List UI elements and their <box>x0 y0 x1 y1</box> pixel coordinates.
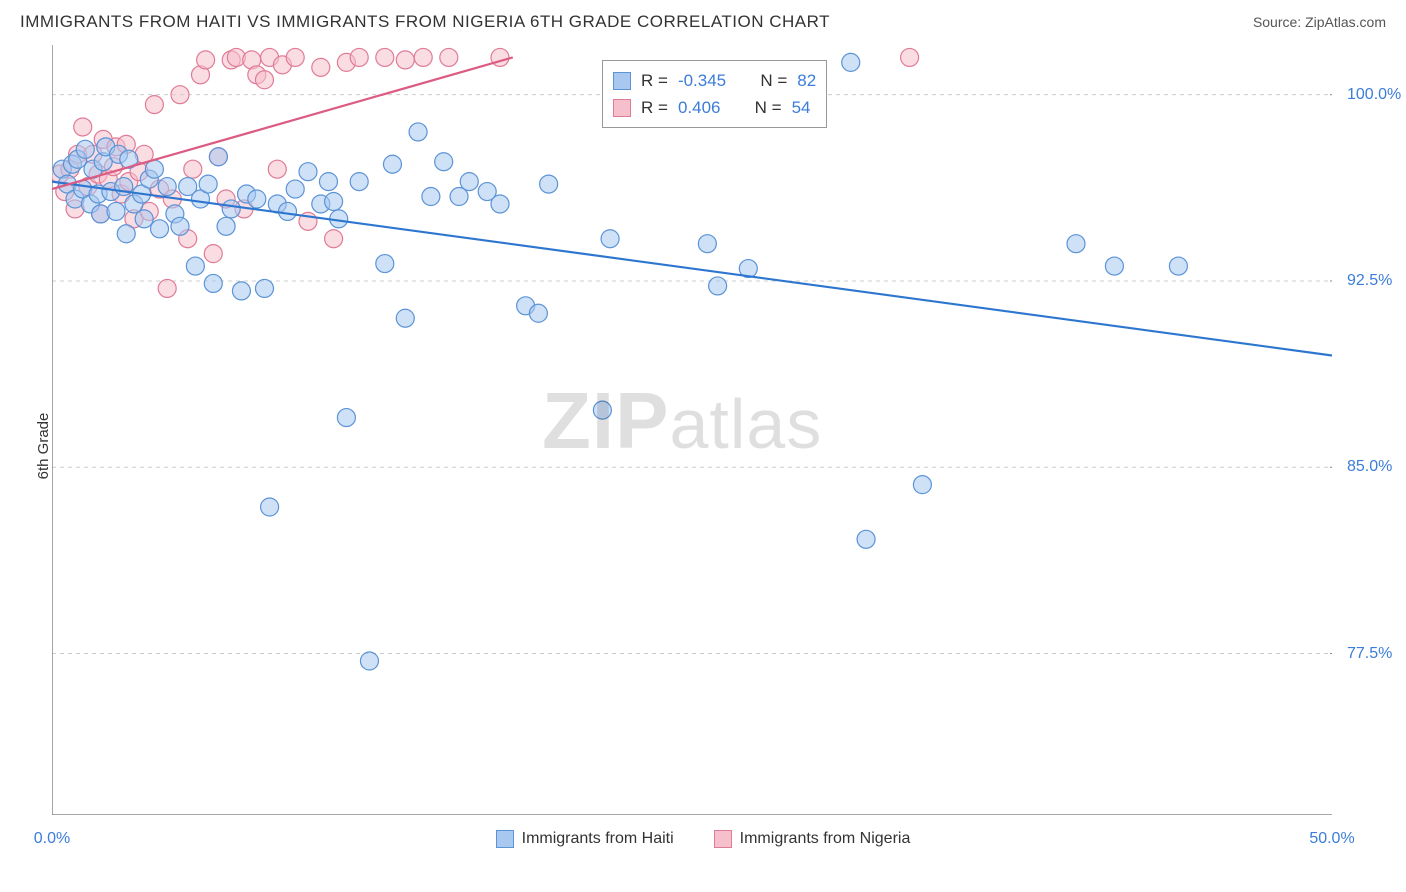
chart-legend: Immigrants from Haiti Immigrants from Nig… <box>0 830 1406 848</box>
legend-swatch-icon <box>496 830 514 848</box>
stats-row: R = -0.345 N = 82 <box>613 67 816 94</box>
y-tick-label: 85.0% <box>1347 458 1392 476</box>
stats-swatch-icon <box>613 72 631 90</box>
legend-item: Immigrants from Nigeria <box>714 830 911 848</box>
source-attribution: Source: ZipAtlas.com <box>1253 14 1386 30</box>
legend-swatch-icon <box>714 830 732 848</box>
y-axis-label: 6th Grade <box>35 413 52 480</box>
y-tick-label: 77.5% <box>1347 645 1392 663</box>
y-tick-label: 100.0% <box>1347 86 1401 104</box>
correlation-stats-box: R = -0.345 N = 82R = 0.406 N = 54 <box>602 60 827 128</box>
stats-swatch-icon <box>613 99 631 117</box>
chart-plot-area: 77.5%85.0%92.5%100.0% ZIPatlas R = -0.34… <box>52 45 1332 815</box>
legend-label: Immigrants from Haiti <box>522 830 674 848</box>
source-link[interactable]: ZipAtlas.com <box>1305 14 1386 30</box>
legend-item: Immigrants from Haiti <box>496 830 674 848</box>
stats-row: R = 0.406 N = 54 <box>613 94 816 121</box>
y-tick-label: 92.5% <box>1347 272 1392 290</box>
legend-label: Immigrants from Nigeria <box>740 830 911 848</box>
chart-title: IMMIGRANTS FROM HAITI VS IMMIGRANTS FROM… <box>20 12 830 32</box>
